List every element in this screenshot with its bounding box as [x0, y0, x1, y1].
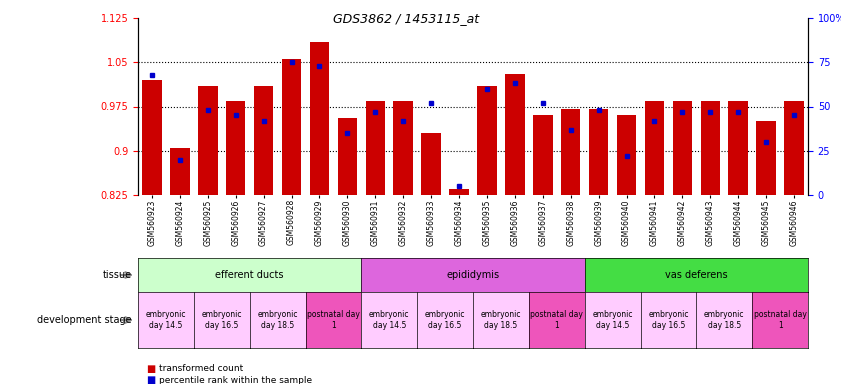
- Text: vas deferens: vas deferens: [665, 270, 727, 280]
- Bar: [756, 121, 776, 195]
- Bar: [449, 189, 468, 195]
- Text: development stage: development stage: [37, 315, 132, 325]
- Text: embryonic
day 16.5: embryonic day 16.5: [425, 310, 465, 330]
- Text: embryonic
day 14.5: embryonic day 14.5: [145, 310, 186, 330]
- Text: epididymis: epididymis: [447, 270, 500, 280]
- Text: embryonic
day 18.5: embryonic day 18.5: [481, 310, 521, 330]
- Text: postnatal day
1: postnatal day 1: [754, 310, 807, 330]
- Bar: [198, 86, 218, 195]
- Text: GDS3862 / 1453115_at: GDS3862 / 1453115_at: [333, 12, 479, 25]
- Bar: [394, 101, 413, 195]
- Bar: [226, 101, 246, 195]
- Text: embryonic
day 14.5: embryonic day 14.5: [369, 310, 410, 330]
- Bar: [309, 41, 329, 195]
- Text: postnatal day
1: postnatal day 1: [307, 310, 360, 330]
- Text: ■: ■: [146, 375, 156, 384]
- Bar: [561, 109, 580, 195]
- Bar: [170, 148, 190, 195]
- Bar: [616, 115, 637, 195]
- Bar: [142, 80, 161, 195]
- Text: embryonic
day 16.5: embryonic day 16.5: [202, 310, 242, 330]
- Bar: [701, 101, 720, 195]
- Bar: [533, 115, 553, 195]
- Bar: [477, 86, 497, 195]
- Bar: [673, 101, 692, 195]
- Text: transformed count: transformed count: [159, 364, 243, 373]
- Text: embryonic
day 16.5: embryonic day 16.5: [648, 310, 689, 330]
- Bar: [645, 101, 664, 195]
- Bar: [421, 133, 441, 195]
- Bar: [589, 109, 608, 195]
- Text: efferent ducts: efferent ducts: [215, 270, 284, 280]
- Text: embryonic
day 14.5: embryonic day 14.5: [592, 310, 632, 330]
- Bar: [505, 74, 525, 195]
- Bar: [254, 86, 273, 195]
- Text: embryonic
day 18.5: embryonic day 18.5: [704, 310, 744, 330]
- Bar: [785, 101, 804, 195]
- Text: ■: ■: [146, 364, 156, 374]
- Text: embryonic
day 18.5: embryonic day 18.5: [257, 310, 298, 330]
- Text: percentile rank within the sample: percentile rank within the sample: [159, 376, 312, 384]
- Bar: [728, 101, 748, 195]
- Text: postnatal day
1: postnatal day 1: [531, 310, 583, 330]
- Bar: [366, 101, 385, 195]
- Text: tissue: tissue: [103, 270, 132, 280]
- Bar: [337, 118, 357, 195]
- Bar: [282, 59, 301, 195]
